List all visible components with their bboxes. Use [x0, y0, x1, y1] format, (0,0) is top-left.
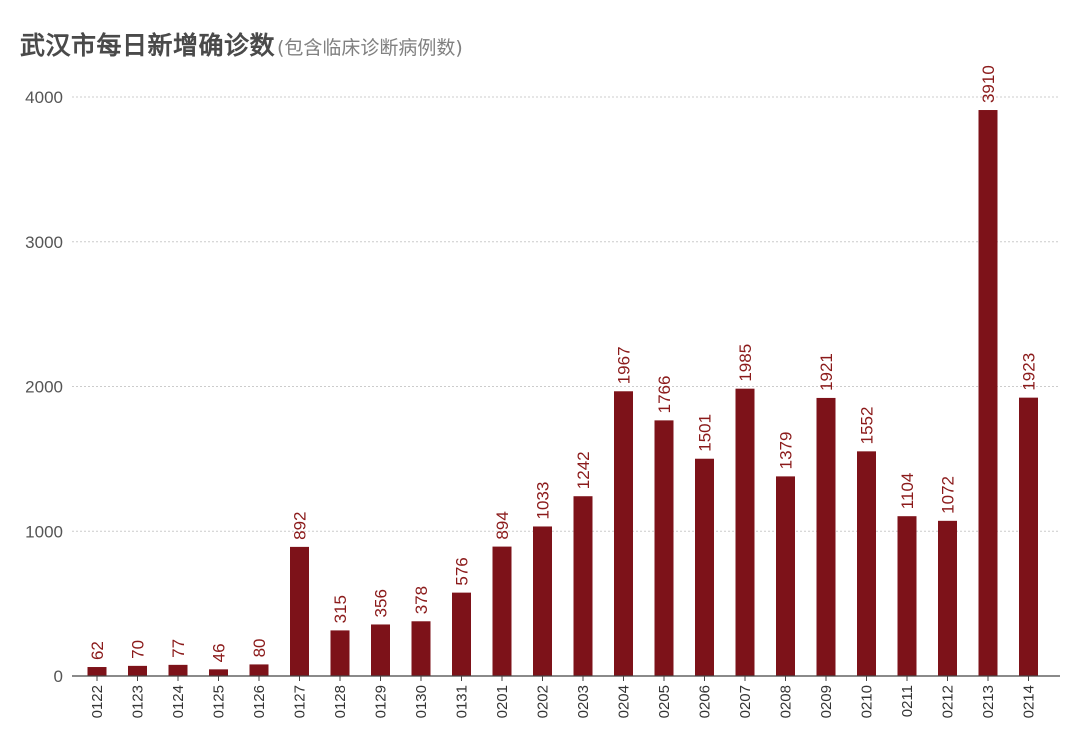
- y-axis: 0 1000 2000 3000 4000: [25, 88, 63, 686]
- data-labels: 62 70 77 46 80 892 315 356 378 576 894 1033 1242 1967…: [88, 65, 1039, 662]
- bar: [330, 630, 350, 676]
- data-label: 46: [210, 643, 229, 662]
- bar: [492, 546, 512, 676]
- y-tick-label: 0: [54, 667, 63, 686]
- data-label: 70: [129, 640, 148, 659]
- x-tick-label: 0131: [454, 685, 471, 718]
- x-tick-label: 0210: [859, 685, 876, 718]
- bar: [87, 667, 107, 676]
- bar: [452, 592, 471, 676]
- x-tick-label: 0211: [899, 685, 916, 717]
- bar: [816, 397, 836, 676]
- data-label: 77: [169, 639, 188, 658]
- x-tick-label: 0208: [778, 685, 795, 718]
- bar: [249, 664, 269, 676]
- data-label: 1552: [858, 407, 877, 445]
- bar: [695, 458, 714, 676]
- bar: [654, 420, 674, 676]
- data-label: 1033: [534, 482, 553, 520]
- bar: [897, 516, 917, 676]
- x-tick-label: 0125: [211, 685, 228, 718]
- data-label: 1967: [615, 346, 634, 384]
- data-label: 1921: [817, 353, 836, 391]
- bar: [168, 664, 188, 676]
- chart-title-row: 武汉市每日新增确诊数 (包含临床诊断病例数): [20, 26, 463, 62]
- y-tick-label: 1000: [25, 522, 63, 541]
- data-label: 1379: [777, 432, 796, 470]
- x-tick-label: 0203: [575, 685, 592, 718]
- x-tick-label: 0201: [494, 685, 511, 718]
- data-label: 62: [88, 641, 107, 660]
- data-label: 1072: [939, 476, 958, 514]
- y-tick-label: 2000: [25, 378, 63, 397]
- x-tick-label: 0130: [413, 685, 430, 718]
- data-label: 576: [453, 557, 472, 585]
- x-tick-label: 0205: [656, 685, 673, 718]
- x-tick-label: 0214: [1021, 685, 1038, 718]
- x-tick-label: 0207: [737, 685, 754, 718]
- data-label: 1242: [574, 451, 593, 489]
- bar: [614, 391, 633, 676]
- x-tick-label: 0209: [818, 685, 835, 718]
- x-tick-label: 0202: [535, 685, 552, 718]
- bar: [735, 388, 755, 676]
- data-label: 894: [493, 511, 512, 539]
- bars: [87, 110, 1038, 677]
- data-label: 1104: [898, 473, 917, 510]
- data-label: 892: [291, 512, 310, 540]
- bar: [776, 476, 795, 676]
- x-tick-label: 0128: [332, 685, 349, 718]
- data-label: 1501: [696, 414, 715, 452]
- data-label: 1985: [736, 344, 755, 382]
- x-tick-label: 0126: [251, 685, 268, 718]
- chart-subtitle: (包含临床诊断病例数): [277, 37, 463, 59]
- bar: [209, 669, 228, 676]
- bar: [978, 110, 998, 677]
- x-tick-label: 0206: [697, 685, 714, 718]
- bar: [533, 526, 552, 676]
- bar: [573, 496, 593, 676]
- x-tick-label: 0212: [940, 685, 957, 718]
- y-tick-label: 3000: [25, 233, 63, 252]
- y-tick-label: 4000: [25, 88, 63, 107]
- data-label: 378: [412, 586, 431, 614]
- x-axis: 0122 0123 0124 0125 0126 0127 0128 0129 0130 0131…: [72, 675, 1060, 718]
- bar: [371, 624, 390, 676]
- bar: [1019, 397, 1038, 676]
- bar: [128, 665, 147, 676]
- gridlines: [72, 96, 1060, 532]
- x-tick-label: 0124: [170, 685, 187, 718]
- data-label: 1766: [655, 376, 674, 414]
- data-label: 356: [372, 589, 391, 617]
- data-label: 315: [331, 595, 350, 623]
- bar: [857, 451, 876, 676]
- x-tick-label: 0123: [130, 685, 147, 718]
- data-label: 3910: [979, 65, 998, 103]
- x-tick-label: 0122: [89, 685, 106, 718]
- bar: [411, 621, 431, 676]
- x-tick-label: 0127: [292, 685, 309, 718]
- x-tick-label: 0213: [980, 685, 997, 718]
- chart-title: 武汉市每日新增确诊数: [20, 31, 276, 60]
- x-tick-label: 0129: [373, 685, 390, 718]
- bar: [290, 546, 309, 676]
- data-label: 80: [250, 638, 269, 657]
- data-label: 1923: [1020, 353, 1039, 391]
- bar: [938, 520, 957, 676]
- x-tick-label: 0204: [616, 685, 633, 718]
